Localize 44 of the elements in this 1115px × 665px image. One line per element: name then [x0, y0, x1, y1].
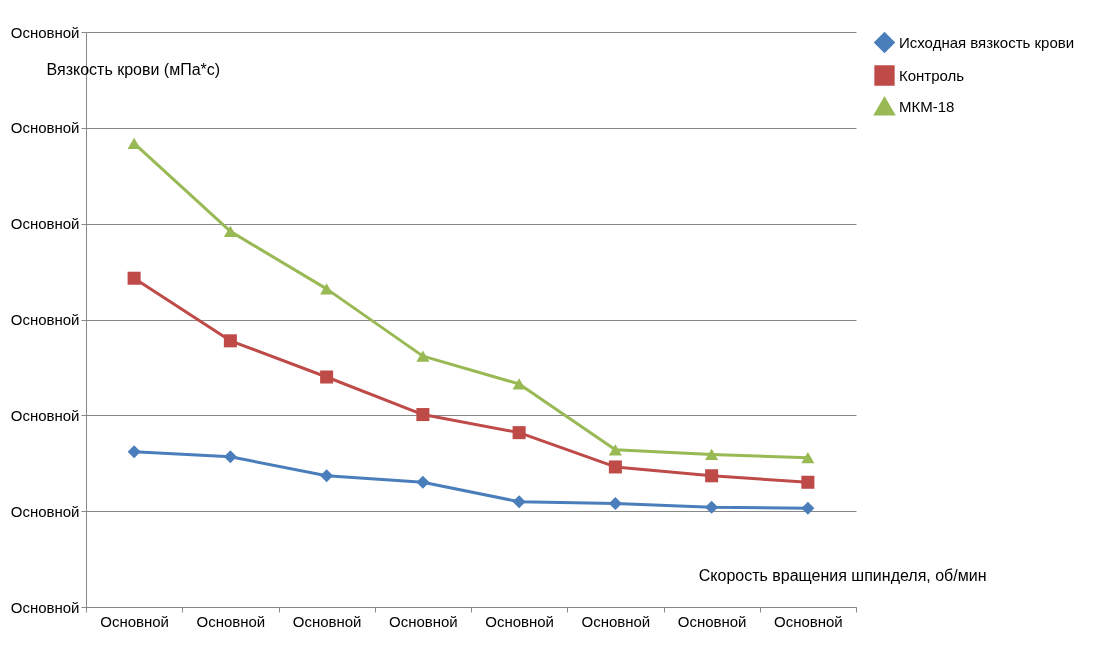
text: Основной	[10, 119, 80, 137]
point	[512, 426, 526, 440]
x-tick-label: Основной	[388, 612, 458, 630]
text: Основной	[10, 502, 80, 520]
x-tick-label: Основной	[196, 612, 266, 630]
x-tick-label: Основной	[292, 612, 362, 630]
text: Основной	[10, 23, 80, 41]
x-tick-label: Основной	[773, 612, 843, 630]
point	[320, 283, 334, 295]
point	[801, 501, 815, 515]
legend-label: Исходная вязкость крови	[899, 33, 1075, 51]
x-tick-label: Основной	[581, 612, 651, 630]
point	[223, 450, 237, 464]
point	[223, 334, 237, 348]
legend-label: Контроль	[899, 66, 965, 84]
x-axis-title: Скорость вращения шпинделя, об/мин	[698, 566, 987, 584]
point	[705, 469, 719, 483]
text: Основной	[10, 215, 80, 233]
point	[512, 495, 526, 509]
point	[416, 475, 430, 489]
point	[416, 350, 430, 362]
point	[127, 271, 141, 285]
point	[705, 500, 719, 514]
x-tick-label: Основной	[485, 612, 555, 630]
text: Основной	[10, 311, 80, 328]
point	[608, 444, 622, 456]
legend-label: МКМ-18	[899, 97, 955, 115]
point	[416, 408, 430, 422]
text: Основной	[10, 406, 80, 424]
point	[127, 445, 141, 459]
y-axis-title: Вязкость крови (мПа*с)	[46, 60, 221, 78]
point	[705, 448, 719, 461]
point	[801, 475, 815, 489]
point	[320, 469, 334, 483]
x-tick-label: Основной	[677, 612, 747, 630]
x-tick-label: Основной	[100, 612, 170, 630]
point	[608, 460, 622, 474]
point	[512, 378, 526, 390]
text: Основной	[10, 598, 80, 616]
point	[608, 497, 622, 511]
point	[801, 452, 815, 464]
point	[127, 137, 141, 149]
point	[320, 370, 334, 384]
point	[223, 225, 237, 238]
